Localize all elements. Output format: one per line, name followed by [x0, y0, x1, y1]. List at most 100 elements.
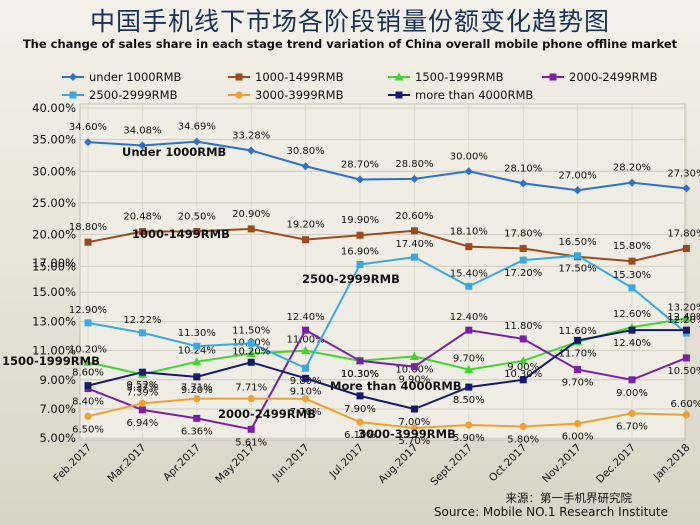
legend-swatch-marker	[395, 91, 403, 99]
data-label: 30.80%	[287, 146, 325, 157]
data-point	[84, 382, 92, 390]
y-tick-label-lower: 7.00%	[39, 402, 76, 416]
data-point	[193, 227, 201, 235]
y-tick-label-lower: 9.00%	[39, 373, 76, 387]
data-point	[574, 252, 582, 260]
plot-area	[79, 103, 686, 441]
data-point	[302, 374, 310, 382]
data-label: 10.30%	[504, 369, 542, 380]
data-label: 9.90%	[399, 375, 431, 386]
data-label: 5.61%	[235, 437, 267, 448]
data-label: 9.10%	[290, 386, 322, 397]
x-tick-label: Jul.2017	[327, 442, 366, 481]
data-point	[410, 424, 418, 432]
data-label: 9.00%	[616, 388, 648, 399]
data-label: 19.20%	[287, 220, 325, 231]
data-point	[628, 409, 636, 417]
data-label: 28.70%	[341, 160, 379, 171]
data-point	[465, 421, 473, 429]
legend-swatch-marker	[394, 72, 404, 81]
data-label: 6.36%	[181, 426, 213, 437]
data-label: 7.71%	[235, 383, 267, 394]
data-point	[302, 326, 310, 334]
data-point	[628, 257, 636, 265]
legend-swatch-marker	[69, 91, 77, 99]
data-point	[519, 245, 527, 253]
series-line	[87, 254, 688, 370]
x-tick-label: Aug.2017	[376, 442, 420, 486]
data-point	[519, 179, 528, 188]
data-point	[628, 376, 636, 384]
series-annotation: 1500-1999RMB	[2, 354, 100, 368]
series-annotation: Under 1000RMB	[122, 145, 226, 159]
data-point	[410, 405, 418, 413]
data-point	[356, 231, 364, 239]
data-point	[628, 326, 636, 334]
y-tick-label-upper: 25.00%	[32, 196, 76, 210]
data-label: 5.70%	[399, 436, 431, 447]
data-label: 6.50%	[72, 424, 104, 435]
data-label: 12.40%	[287, 312, 325, 323]
data-point	[247, 395, 255, 403]
data-label: 7.39%	[127, 387, 159, 398]
data-label: 13.20%	[667, 302, 700, 313]
data-point	[519, 422, 527, 431]
y-tick-label-upper: 40.00%	[32, 101, 76, 115]
data-point	[356, 392, 364, 400]
data-label: 18.80%	[69, 222, 107, 233]
data-label: 15.30%	[613, 270, 651, 281]
x-tick-label: Dec.2017	[594, 442, 638, 486]
data-label: 12.40%	[450, 312, 488, 323]
series-annotation: 1000-1499RMB	[132, 227, 230, 241]
legend-entry-label: 2500-2999RMB	[89, 88, 178, 102]
x-tick-label: Oct.2017	[487, 442, 530, 485]
data-label: 17.80%	[667, 229, 700, 240]
data-label: 11.80%	[504, 321, 542, 332]
data-label: 34.08%	[123, 125, 161, 136]
data-label: 28.10%	[504, 163, 542, 174]
data-point	[574, 420, 582, 428]
data-point	[138, 399, 146, 407]
x-tick-label: Mar.2017	[105, 442, 148, 485]
data-label: 9.70%	[453, 354, 485, 365]
data-point	[356, 260, 364, 268]
data-point	[465, 243, 473, 251]
data-label: 6.00%	[562, 432, 594, 443]
data-label: 11.70%	[559, 348, 597, 359]
data-label: 7.90%	[344, 404, 376, 415]
source-label-en: Source: Mobile NO.1 Research Institute	[433, 505, 668, 519]
data-label: 11.00%	[287, 335, 325, 346]
data-point	[681, 313, 691, 322]
data-point	[193, 373, 201, 381]
data-point	[302, 395, 310, 403]
series-line	[87, 328, 687, 431]
data-label: 19.90%	[341, 215, 379, 226]
data-point	[465, 282, 473, 290]
data-label: 9.70%	[562, 378, 594, 389]
data-label: 16.50%	[559, 237, 597, 248]
x-tick-label: Nov.2017	[540, 442, 584, 486]
data-label: 5.90%	[453, 433, 485, 444]
data-point	[84, 319, 92, 327]
data-point	[574, 336, 582, 344]
data-label: 34.69%	[178, 122, 216, 133]
y-tick-label-upper: 15.00%	[32, 259, 76, 273]
data-label: 7.71%	[181, 383, 213, 394]
data-label: 8.40%	[72, 397, 104, 408]
data-point	[465, 383, 473, 391]
data-label: 20.48%	[123, 212, 161, 223]
data-point	[193, 395, 201, 403]
data-label: 30.00%	[450, 151, 488, 162]
data-point	[519, 335, 527, 343]
data-point	[682, 411, 691, 419]
data-label: 28.20%	[613, 163, 651, 174]
data-label: 15.80%	[613, 241, 651, 252]
data-label: 12.22%	[123, 315, 161, 326]
data-label: 10.50%	[667, 366, 700, 377]
data-point	[247, 425, 255, 433]
data-point	[519, 376, 527, 384]
y-tick-label-lower: 11.00%	[32, 344, 76, 358]
data-label: 27.30%	[667, 168, 700, 179]
data-label: 8.50%	[453, 395, 485, 406]
